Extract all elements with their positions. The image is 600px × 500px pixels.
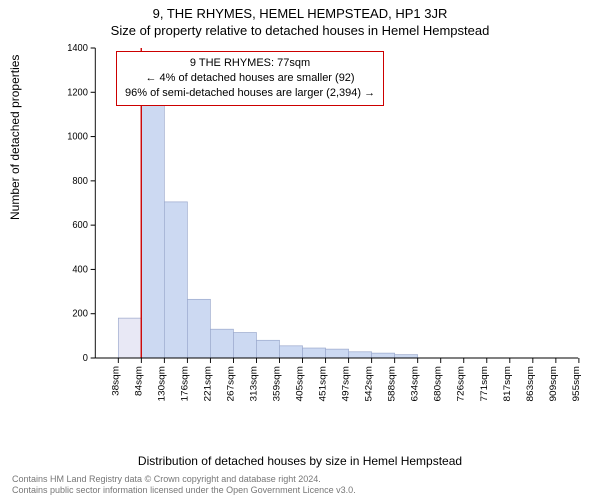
y-tick-label: 800 [72,176,87,187]
x-tick-label: 817sqm [502,366,513,401]
bar-right [303,348,326,358]
y-tick-label: 200 [72,308,87,319]
y-tick-label: 400 [72,264,87,275]
chart-container: 9, THE RHYMES, HEMEL HEMPSTEAD, HP1 3JR … [0,0,600,500]
y-tick-label: 600 [72,220,87,231]
x-tick-label: 267sqm [226,366,237,401]
x-tick-label: 38sqm [111,366,122,396]
x-tick-label: 221sqm [203,366,214,401]
x-tick-label: 726sqm [456,366,467,401]
x-tick-label: 176sqm [180,366,191,401]
info-box: 9 THE RHYMES: 77sqm ← 4% of detached hou… [116,51,384,106]
bar-right [280,346,303,358]
y-tick-label: 1400 [67,43,88,54]
x-tick-label: 542sqm [364,366,375,401]
bar-right [187,299,210,358]
y-tick-label: 1200 [67,87,88,98]
x-tick-label: 405sqm [295,366,306,401]
x-tick-label: 634sqm [410,366,421,401]
y-axis-label: Number of detached properties [8,55,22,220]
info-box-line3: 96% of semi-detached houses are larger (… [125,86,375,101]
page-title-address: 9, THE RHYMES, HEMEL HEMPSTEAD, HP1 3JR [0,0,600,21]
y-tick-label: 1000 [67,131,88,142]
footer-attribution: Contains HM Land Registry data © Crown c… [12,474,356,496]
x-tick-label: 863sqm [525,366,536,401]
bar-right [372,353,395,358]
x-tick-label: 130sqm [157,366,168,401]
x-tick-label: 771sqm [479,366,490,401]
x-tick-label: 359sqm [272,366,283,401]
footer-line2: Contains public sector information licen… [12,485,356,496]
footer-line1: Contains HM Land Registry data © Crown c… [12,474,356,485]
x-tick-label: 497sqm [341,366,352,401]
x-tick-label: 955sqm [571,366,582,401]
x-tick-label: 680sqm [433,366,444,401]
bar-right [164,202,187,358]
bar-left [118,318,141,358]
bar-right [210,329,233,358]
page-subtitle: Size of property relative to detached ho… [0,21,600,38]
info-box-line2: ← 4% of detached houses are smaller (92) [125,71,375,86]
info-box-line1: 9 THE RHYMES: 77sqm [125,56,375,71]
bar-right [326,349,349,358]
bar-right [349,352,372,358]
x-tick-label: 451sqm [318,366,329,401]
x-tick-label: 909sqm [548,366,559,401]
bar-right [141,104,164,358]
bar-right [256,340,279,358]
x-tick-label: 313sqm [249,366,260,401]
x-tick-label: 84sqm [134,366,145,396]
x-axis-label: Distribution of detached houses by size … [0,454,600,468]
y-tick-label: 0 [83,353,88,364]
x-tick-label: 588sqm [387,366,398,401]
bar-right [233,333,256,358]
